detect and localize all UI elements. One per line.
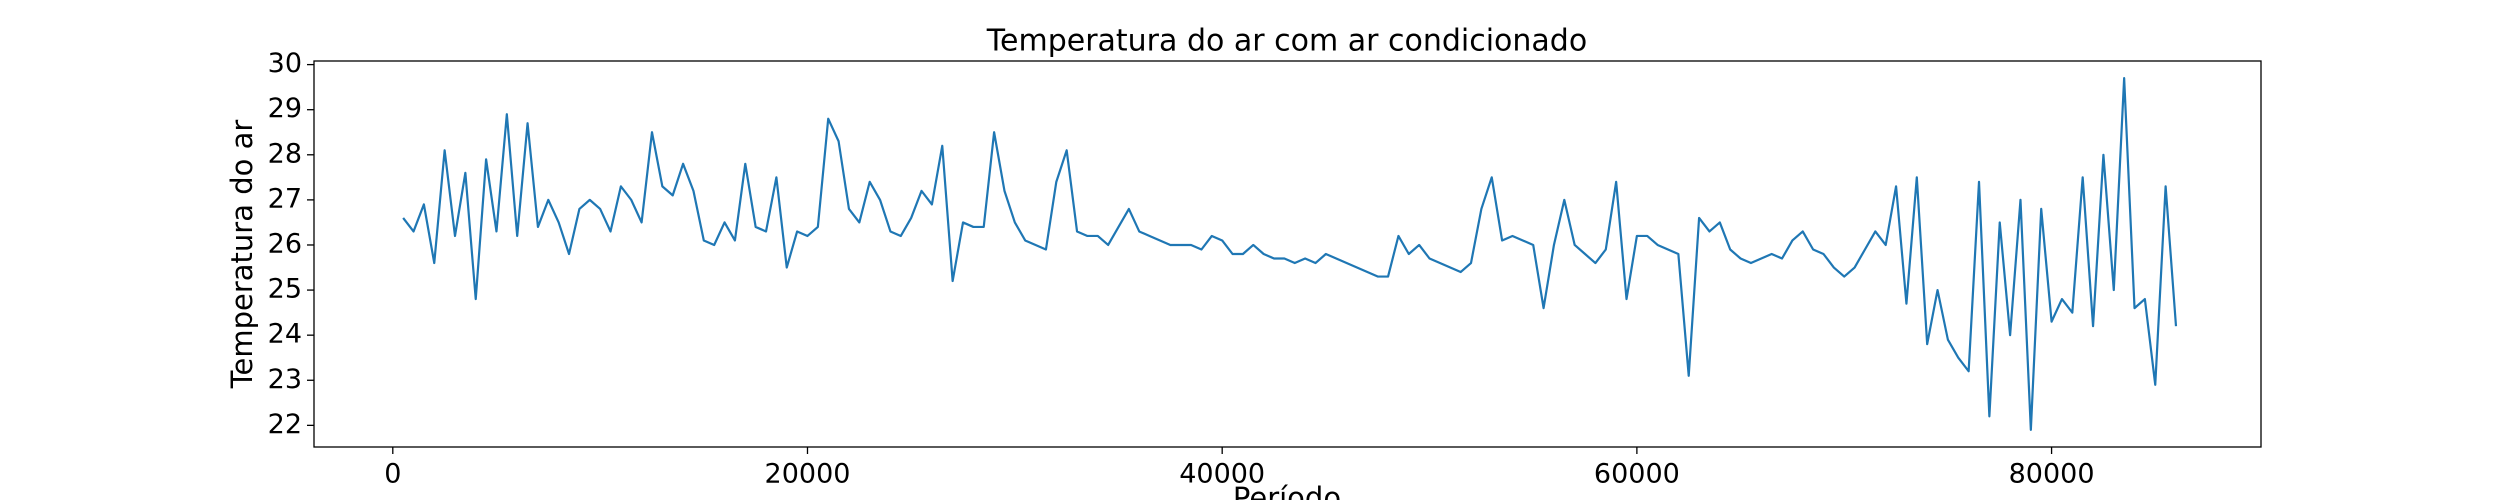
x-tick-label: 80000	[2009, 459, 2095, 490]
plot-frame	[313, 60, 2262, 448]
y-tick-label: 29	[268, 93, 302, 124]
y-tick-label: 22	[268, 409, 302, 440]
y-tick-label: 27	[268, 183, 302, 214]
y-tick-label: 25	[268, 274, 302, 305]
y-tick-label: 23	[268, 364, 302, 395]
x-axis-label: Período	[1233, 481, 1341, 500]
y-tick-label: 30	[268, 48, 302, 79]
y-tick-label: 28	[268, 138, 302, 169]
y-tick-label: 26	[268, 228, 302, 259]
y-axis-label: Temperatura do ar	[225, 120, 259, 390]
x-tick-label: 40000	[1179, 459, 1265, 490]
x-tick-label: 0	[384, 459, 401, 490]
x-tick-label: 20000	[765, 459, 851, 490]
data-line	[402, 77, 2178, 431]
x-tick-label: 60000	[1594, 459, 1680, 490]
chart-title: Temperatura do ar com ar condicionado	[986, 24, 1587, 59]
y-tick-label: 24	[268, 319, 302, 350]
